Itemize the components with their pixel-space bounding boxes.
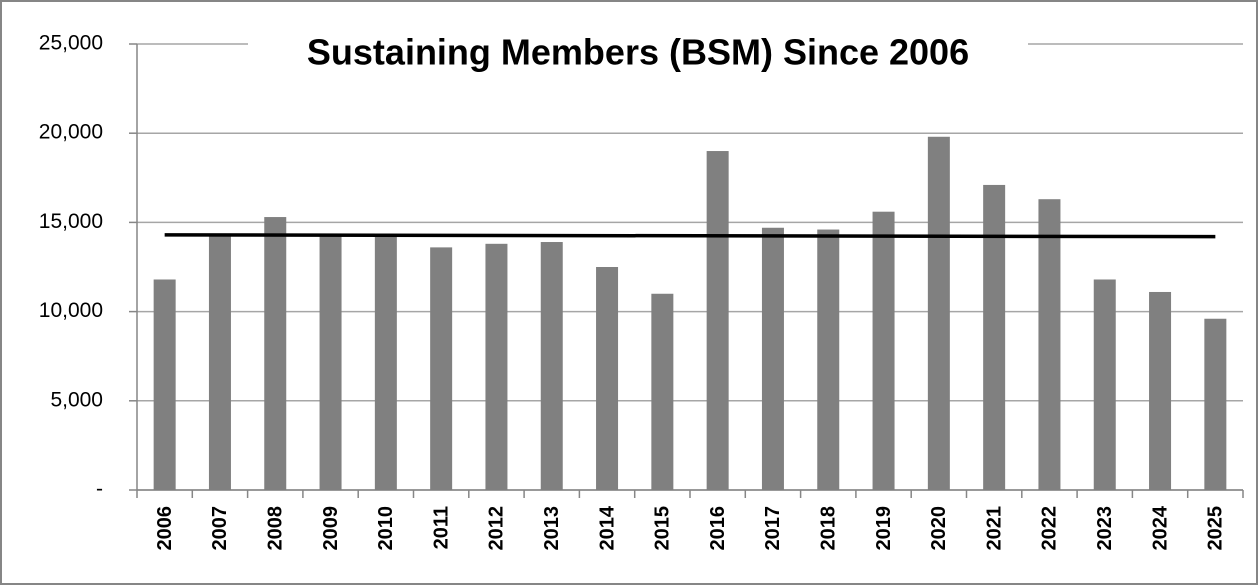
bar: [208, 234, 231, 490]
marks: [153, 136, 1227, 491]
bar: [1149, 291, 1172, 490]
x-tick-label: 2009: [320, 506, 342, 551]
bar: [927, 136, 950, 490]
x-tick-label: 2021: [983, 506, 1005, 551]
x-tick-label: 2013: [541, 506, 563, 551]
y-tick-label: 20,000: [39, 121, 103, 144]
y-tick-label: 25,000: [39, 32, 103, 55]
x-tick-label: 2008: [265, 506, 287, 551]
x-tick-label: 2022: [1039, 506, 1061, 551]
bar: [1038, 199, 1061, 490]
bar: [1204, 318, 1227, 490]
x-tick-label: 2019: [873, 506, 895, 551]
x-tick-label: 2007: [209, 506, 231, 551]
bar: [430, 247, 453, 490]
bar: [761, 227, 784, 490]
bar: [651, 293, 674, 490]
bar: [872, 211, 895, 491]
y-tick-label: 5,000: [50, 388, 103, 411]
bar: [374, 234, 397, 490]
x-tick-label: 2025: [1205, 506, 1227, 551]
y-tick-label: 10,000: [39, 299, 103, 322]
x-tick-label: 2016: [707, 506, 729, 551]
x-tick-label: 2011: [430, 506, 452, 549]
chart-title: Sustaining Members (BSM) Since 2006: [307, 32, 969, 73]
bar: [485, 243, 508, 490]
bar: [1093, 279, 1116, 490]
bar: [596, 267, 619, 490]
bar: [706, 151, 729, 491]
bar: [817, 229, 840, 490]
y-tick-label: -: [96, 478, 103, 501]
x-tick-label: 2010: [375, 506, 397, 551]
x-tick-label: 2012: [486, 506, 508, 551]
bar: [153, 279, 176, 490]
x-tick-label: 2015: [652, 506, 674, 551]
bar: [319, 234, 342, 490]
y-tick-label: 15,000: [39, 210, 103, 233]
x-tick-label: 2017: [762, 506, 784, 551]
x-tick-label: 2024: [1149, 505, 1171, 550]
bar: [540, 242, 563, 490]
x-tick-label: 2014: [596, 505, 618, 550]
title-background: [248, 24, 1028, 86]
x-tick-label: 2018: [818, 506, 840, 551]
bar: [983, 184, 1006, 490]
x-tick-label: 2020: [928, 506, 950, 551]
bar: [264, 217, 287, 490]
x-tick-label: 2006: [154, 506, 176, 551]
x-tick-label: 2023: [1094, 506, 1116, 551]
trend-line: [164, 233, 1216, 239]
